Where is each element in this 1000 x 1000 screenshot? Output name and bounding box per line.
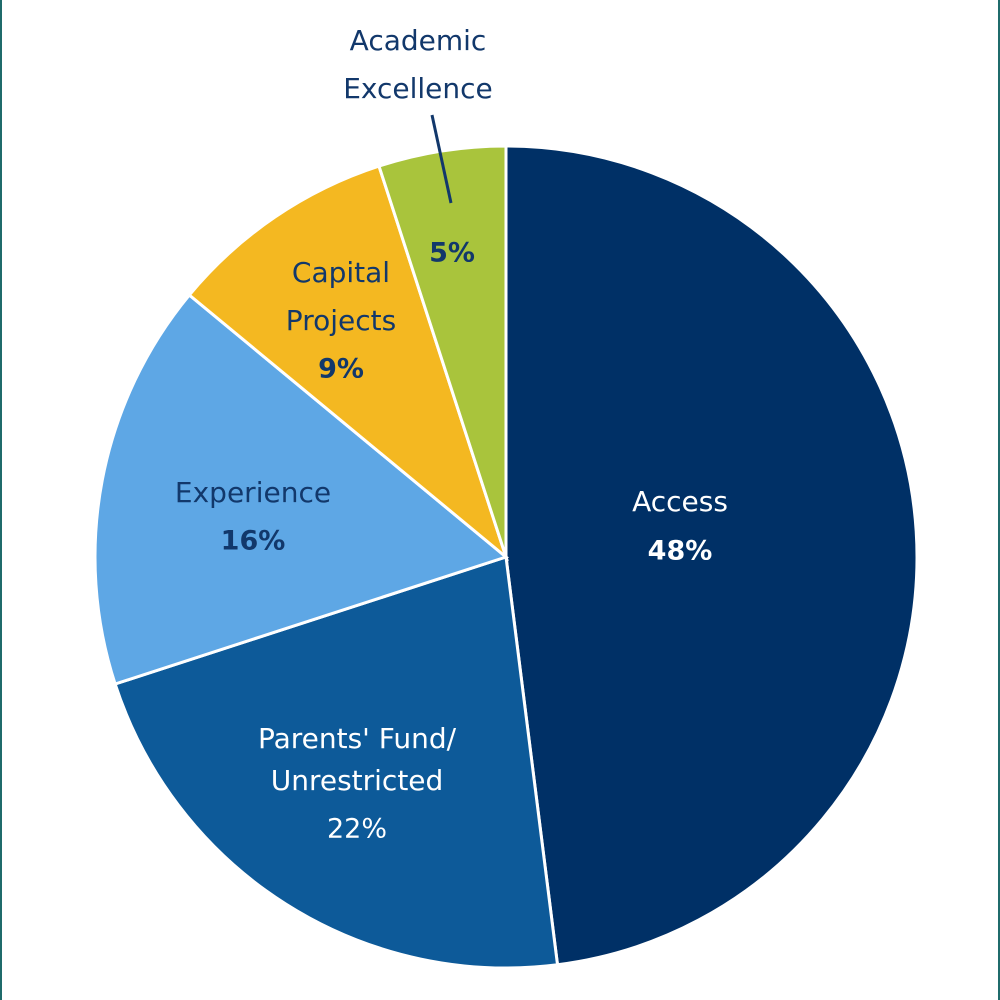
slice-access [504, 144, 919, 967]
capital-projects-percent-label: 9% [318, 354, 364, 385]
slice-parents-fund-unrestricted [113, 555, 560, 970]
experience-percent-label: 16% [221, 526, 286, 557]
slice-academic-excellence [377, 144, 508, 558]
slice-experience [93, 292, 510, 686]
pie-slices [93, 144, 919, 970]
parents-fund-unrestricted-percent-label: 22% [327, 814, 387, 845]
academic-excellence-label-line-2: Excellence [343, 72, 493, 105]
slice-capital-projects [187, 164, 510, 562]
access-label: Access [632, 485, 728, 518]
capital-projects-label-line-1: Capital [292, 256, 390, 289]
academic-excellence-percent-label: 5% [429, 238, 475, 269]
parents-fund-unrestricted-label-line-2: Unrestricted [271, 764, 444, 797]
academic-excellence-label-line-1: Academic [350, 24, 487, 57]
parents-fund-unrestricted-label-line-1: Parents' Fund/ [258, 722, 457, 755]
access-percent-label: 48% [648, 536, 713, 567]
academic-excellence-leader-line [430, 114, 453, 204]
pie-labels: Access 48% Parents' Fund/Unrestricted 22% Ex… [175, 24, 728, 845]
experience-label: Experience [175, 476, 331, 509]
capital-projects-label-line-2: Projects [286, 304, 396, 337]
